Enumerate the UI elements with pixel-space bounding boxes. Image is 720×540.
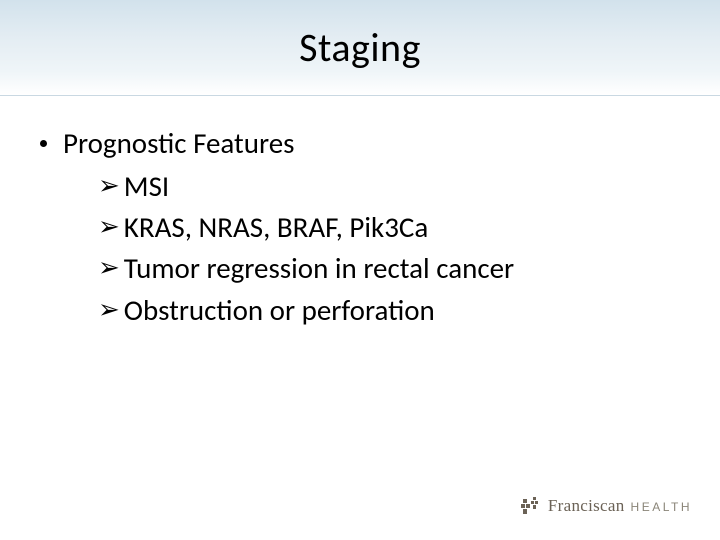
- footer-logo-text: Franciscan HEALTH: [548, 496, 692, 516]
- sub-bullet-text: Obstruction or perforation: [124, 291, 435, 330]
- sub-bullet-text: Tumor regression in rectal cancer: [124, 249, 514, 288]
- arrow-icon: ➢: [98, 208, 120, 244]
- footer-brand-main: Franciscan: [548, 496, 625, 516]
- bullet-label: Prognostic Features: [63, 124, 295, 163]
- sub-bullet-text: KRAS, NRAS, BRAF, Pik3Ca: [124, 208, 428, 247]
- arrow-icon: ➢: [98, 167, 120, 203]
- slide-title: Staging: [299, 23, 421, 72]
- bullet-marker: [40, 140, 47, 147]
- sub-bullet-item: ➢ MSI: [98, 167, 680, 206]
- sub-bullet-item: ➢ Obstruction or perforation: [98, 291, 680, 330]
- title-band: Staging: [0, 0, 720, 96]
- content-area: Prognostic Features ➢ MSI ➢ KRAS, NRAS, …: [0, 96, 720, 330]
- sub-bullet-list: ➢ MSI ➢ KRAS, NRAS, BRAF, Pik3Ca ➢ Tumor…: [40, 167, 680, 330]
- footer-logo: Franciscan HEALTH: [520, 496, 692, 516]
- sub-bullet-item: ➢ KRAS, NRAS, BRAF, Pik3Ca: [98, 208, 680, 247]
- arrow-icon: ➢: [98, 249, 120, 285]
- franciscan-logo-icon: [520, 497, 542, 515]
- sub-bullet-item: ➢ Tumor regression in rectal cancer: [98, 249, 680, 288]
- sub-bullet-text: MSI: [124, 167, 169, 206]
- bullet-item: Prognostic Features: [40, 124, 680, 163]
- arrow-icon: ➢: [98, 291, 120, 327]
- footer-brand-sub: HEALTH: [631, 500, 692, 514]
